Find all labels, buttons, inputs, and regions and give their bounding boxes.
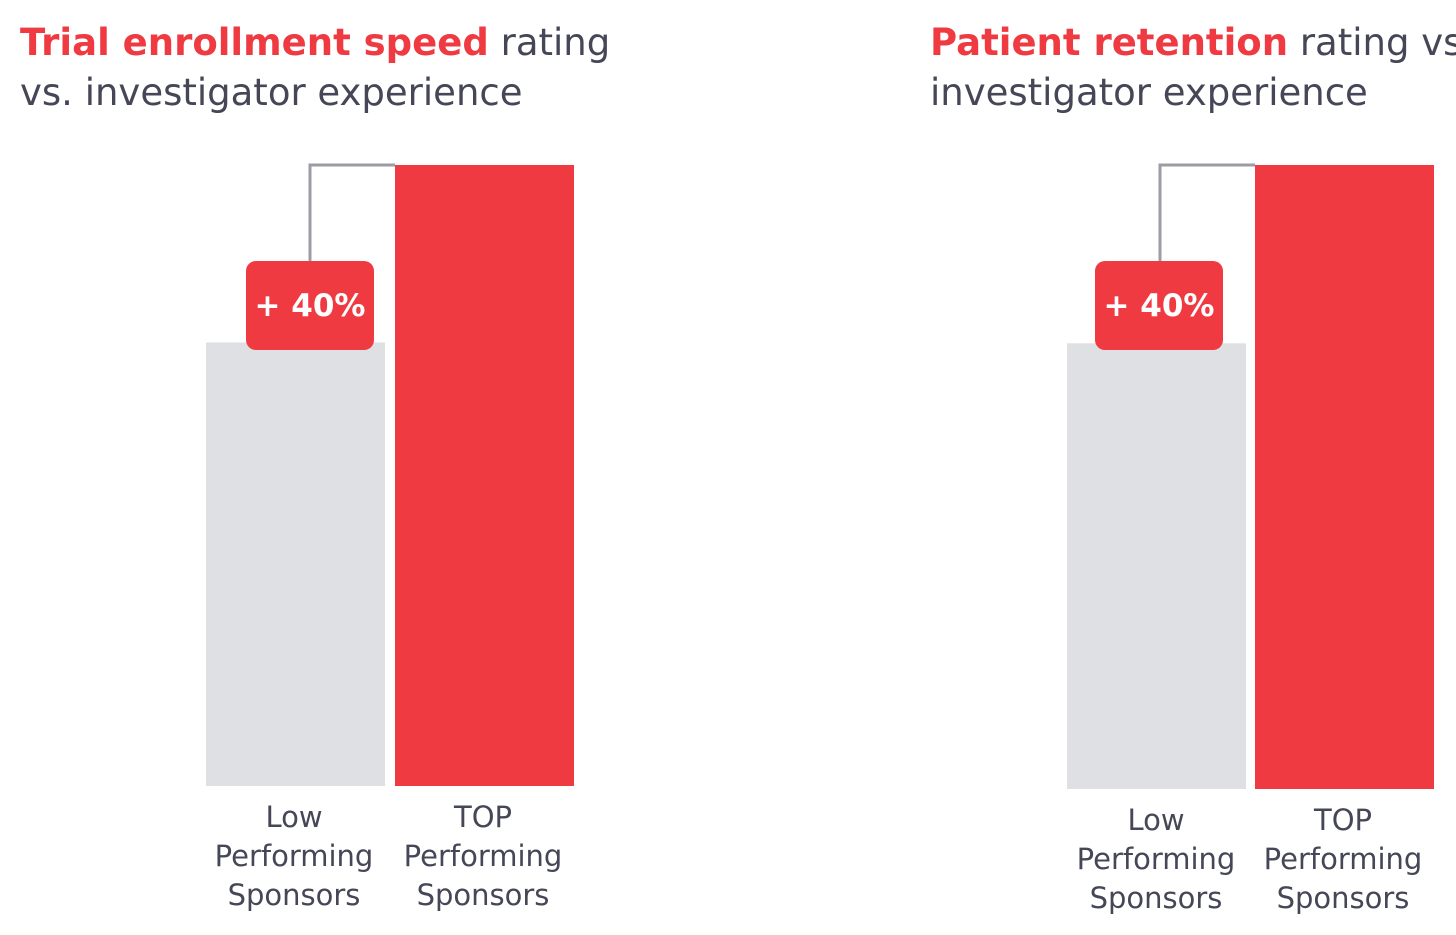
category-label-low: Low Performing Sponsors	[1076, 803, 1236, 915]
plot-area	[206, 163, 574, 786]
title-highlight: Patient retention	[930, 21, 1289, 64]
title-highlight: Trial enrollment speed	[20, 21, 489, 64]
bar-top-performing	[1255, 165, 1434, 789]
bar-low-performing	[206, 342, 385, 786]
category-label-low: Low Performing Sponsors	[214, 800, 374, 912]
bar-low-performing	[1067, 343, 1246, 789]
title-rest: rating	[500, 21, 611, 64]
chart-title: Patient retention rating vs. investigato…	[930, 18, 1456, 118]
title-rest: rating vs.	[1299, 21, 1456, 64]
difference-badge: + 40%	[1095, 261, 1223, 350]
bar-top-performing	[395, 165, 574, 786]
category-label-top: TOP Performing Sponsors	[403, 800, 563, 912]
title-line-2: investigator experience	[930, 71, 1368, 114]
category-label-top: TOP Performing Sponsors	[1263, 803, 1423, 915]
difference-badge: + 40%	[246, 261, 374, 350]
chart-enrollment-speed: Trial enrollment speed rating vs. invest…	[0, 0, 700, 935]
chart-title: Trial enrollment speed rating vs. invest…	[20, 18, 610, 118]
title-line-2: vs. investigator experience	[20, 71, 523, 114]
